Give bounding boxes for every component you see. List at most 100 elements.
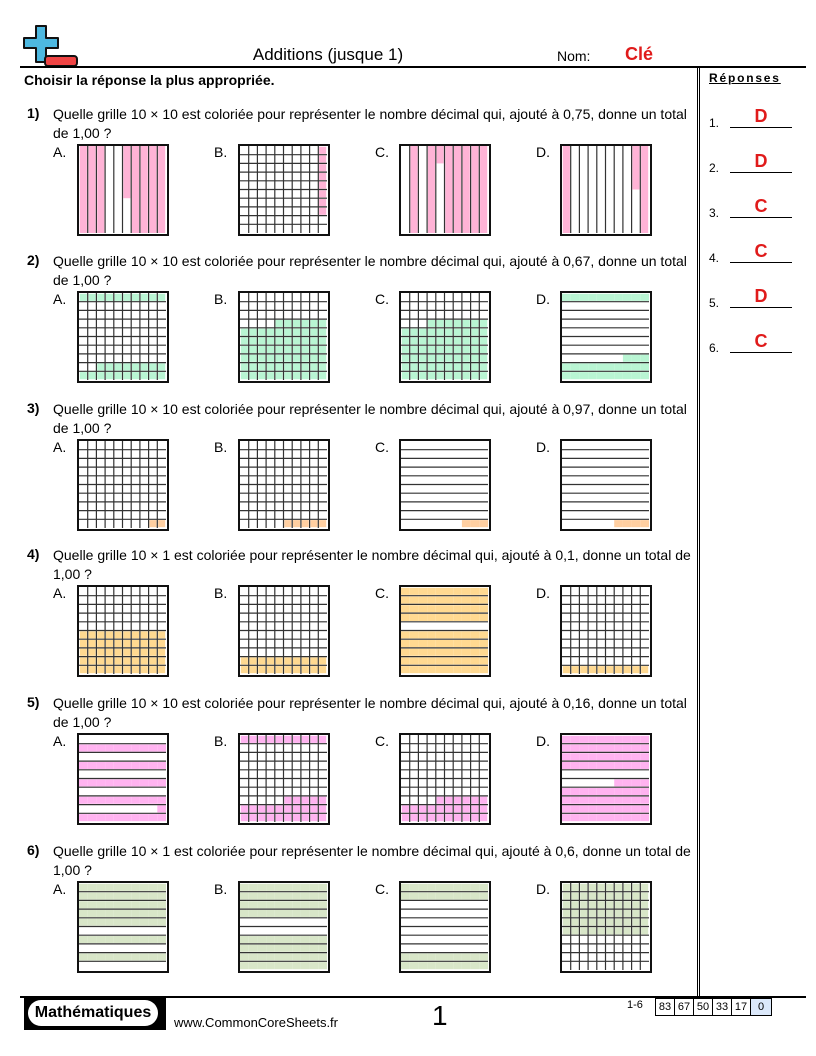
answer-number: 1. [709,116,720,130]
score-cell: 33 [713,999,732,1015]
answer-line [730,307,792,308]
answer-value[interactable]: D [754,106,768,126]
option-label-c[interactable]: C. [375,585,389,601]
option-grid-b[interactable] [238,881,330,973]
option-grid-d[interactable] [560,291,652,383]
answer-row: 4. C [708,241,794,265]
score-table: 83 67 50 33 17 0 [655,998,772,1016]
option-grid-d[interactable] [560,439,652,531]
option-label-a[interactable]: A. [53,144,67,160]
option-label-b[interactable]: B. [214,881,228,897]
header-rule [20,66,806,68]
answer-number: 2. [709,161,720,175]
option-grid-a[interactable] [77,733,169,825]
site-url: www.CommonCoreSheets.fr [174,1015,338,1030]
option-grid-d[interactable] [560,733,652,825]
answer-row: 2. D [708,151,794,175]
option-grid-c[interactable] [399,144,491,236]
answer-line [730,217,792,218]
option-grid-b[interactable] [238,291,330,383]
name-label: Nom: [557,48,591,64]
option-label-a[interactable]: A. [53,585,67,601]
option-grid-a[interactable] [77,585,169,677]
option-grid-a[interactable] [77,881,169,973]
option-grid-b[interactable] [238,144,330,236]
answer-value[interactable]: C [754,331,768,351]
question-number: 6) [27,842,40,858]
option-label-c[interactable]: C. [375,144,389,160]
option-label-b[interactable]: B. [214,291,228,307]
score-cell: 0 [751,999,771,1015]
answer-number: 6. [709,341,720,355]
option-label-d[interactable]: D. [536,585,550,601]
question-text: Quelle grille 10 × 1 est coloriée pour r… [53,547,691,582]
brand-label: Mathématiques [28,1000,158,1026]
answer-value[interactable]: C [754,241,768,261]
option-grid-d[interactable] [560,585,652,677]
option-grid-a[interactable] [77,439,169,531]
brand-badge: Mathématiques [24,998,166,1030]
page-number: 1 [432,1000,448,1031]
option-grid-c[interactable] [399,585,491,677]
option-label-d[interactable]: D. [536,881,550,897]
option-label-b[interactable]: B. [214,733,228,749]
option-grid-c[interactable] [399,439,491,531]
question-text: Quelle grille 10 × 10 est coloriée pour … [53,401,687,436]
question-number: 2) [27,252,40,268]
answer-line [730,262,792,263]
option-label-b[interactable]: B. [214,144,228,160]
option-grid-b[interactable] [238,585,330,677]
question-number: 4) [27,546,40,562]
option-grid-d[interactable] [560,144,652,236]
question-number: 1) [27,105,40,121]
question-text: Quelle grille 10 × 10 est coloriée pour … [53,253,687,288]
answer-value[interactable]: D [754,151,768,171]
name-value: Clé [625,44,654,64]
answer-value[interactable]: C [754,196,768,216]
answer-row: 6. C [708,331,794,355]
answer-number: 4. [709,251,720,265]
answers-title: Réponses [709,71,781,85]
option-grid-d[interactable] [560,881,652,973]
score-cell: 50 [694,999,713,1015]
option-grid-c[interactable] [399,291,491,383]
question-text: Quelle grille 10 × 10 est coloriée pour … [53,106,687,141]
answer-line [730,172,792,173]
option-label-a[interactable]: A. [53,733,67,749]
answer-line [730,352,792,353]
question-number: 5) [27,694,40,710]
option-label-a[interactable]: A. [53,291,67,307]
option-label-c[interactable]: C. [375,881,389,897]
worksheet-title: Additions (jusque 1) [252,45,404,64]
option-label-a[interactable]: A. [53,881,67,897]
score-range: 1-6 [627,999,643,1011]
answer-number: 5. [709,296,720,310]
answer-row: 3. C [708,196,794,220]
answer-line [730,127,792,128]
question-text: Quelle grille 10 × 10 est coloriée pour … [53,695,687,730]
option-grid-b[interactable] [238,733,330,825]
option-grid-a[interactable] [77,144,169,236]
answer-value[interactable]: D [754,286,768,306]
option-label-c[interactable]: C. [375,291,389,307]
option-label-d[interactable]: D. [536,733,550,749]
option-grid-a[interactable] [77,291,169,383]
option-label-c[interactable]: C. [375,439,389,455]
answers-divider [697,68,700,996]
option-label-c[interactable]: C. [375,733,389,749]
question-text: Quelle grille 10 × 1 est coloriée pour r… [53,843,691,878]
answer-row: 5. D [708,286,794,310]
option-label-a[interactable]: A. [53,439,67,455]
option-label-b[interactable]: B. [214,585,228,601]
question-number: 3) [27,400,40,416]
option-grid-c[interactable] [399,881,491,973]
option-label-b[interactable]: B. [214,439,228,455]
option-label-d[interactable]: D. [536,439,550,455]
option-label-d[interactable]: D. [536,144,550,160]
answer-row: 1. D [708,106,794,130]
option-label-d[interactable]: D. [536,291,550,307]
score-cell: 83 [656,999,675,1015]
option-grid-b[interactable] [238,439,330,531]
instruction-text: Choisir la réponse la plus appropriée. [24,72,275,88]
option-grid-c[interactable] [399,733,491,825]
